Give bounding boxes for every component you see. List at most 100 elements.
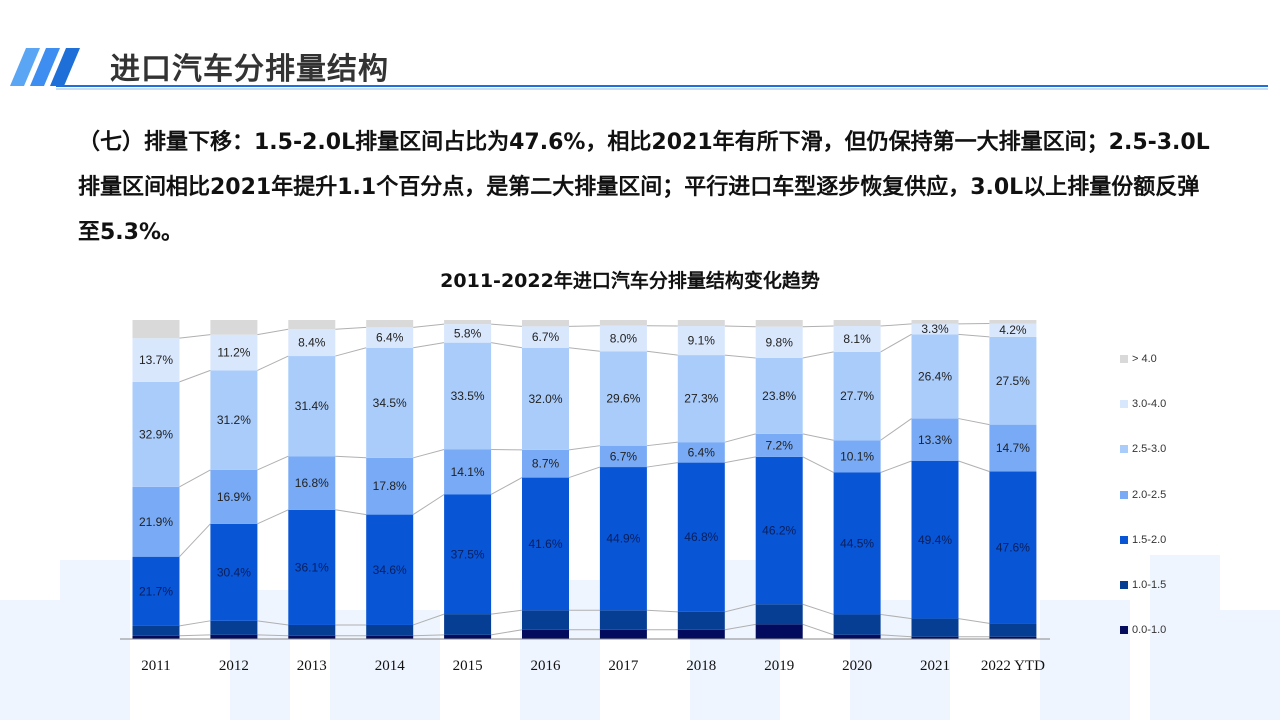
series-connector-line — [802, 456, 834, 473]
bar-segment-1_0-1_5-2018 — [677, 611, 725, 630]
data-label: 23.8% — [762, 389, 796, 403]
series-connector-line — [179, 469, 211, 488]
series-connector-line — [257, 355, 289, 371]
bar-segment-0_0-1_0-2015 — [444, 634, 492, 639]
series-connector-line — [802, 603, 834, 615]
bar-segment-1_0-1_5-2017 — [599, 610, 647, 630]
data-label: 36.1% — [295, 560, 329, 574]
stripes-logo-icon — [10, 48, 80, 86]
bar-segment-2_5-3_0-2018 — [677, 355, 725, 443]
series-connector-line — [179, 369, 211, 383]
series-connector-line — [958, 460, 990, 472]
data-label: 33.5% — [451, 389, 485, 403]
bar-segment-2_0-2_5-2017 — [599, 445, 647, 468]
series-connector-line — [568, 466, 601, 479]
legend-swatch — [1120, 490, 1128, 499]
x-tick-label: 2021 — [920, 658, 950, 674]
legend-swatch — [1120, 581, 1128, 590]
bar-segment-3_0-4_0-2018 — [677, 326, 725, 356]
bar-segment-2_5-3_0-2022-YTD — [989, 336, 1037, 425]
legend-label: 1.0-1.5 — [1132, 579, 1167, 592]
bar-segment-1_5-2_0-2011 — [132, 556, 180, 626]
data-label: 6.4% — [688, 445, 716, 459]
data-label: 32.9% — [139, 427, 173, 441]
summary-paragraph: （七）排量下移：1.5-2.0L排量区间占比为47.6%，相比2021年有所下滑… — [78, 130, 1210, 245]
series-connector-line — [646, 350, 678, 356]
series-connector-line — [958, 618, 990, 624]
bar-segment-0_0-1_0-2011 — [132, 635, 180, 639]
series-connector-line — [179, 634, 211, 637]
data-label: 46.8% — [684, 530, 718, 544]
bar-segment-2_0-2_5-2019 — [755, 433, 803, 457]
bar-segment-2_0-2_5-2011 — [132, 486, 180, 557]
series-connector-line — [568, 347, 600, 352]
bar-segment-0_0-1_0-2021 — [911, 636, 959, 639]
series-connector-line — [179, 334, 211, 339]
x-tick-label: 2011 — [141, 658, 170, 674]
bar-segment-2_5-3_0-2014 — [366, 347, 414, 458]
chart-legend: > 4.0 3.0-4.0 2.5-3.0 2.0-2.5 1.5-2.0 1.0-1.5… — [1120, 336, 1166, 653]
data-label: 8.4% — [298, 336, 326, 350]
series-connector-line — [413, 449, 445, 459]
bar-segment-2_0-2_5-2016 — [522, 449, 569, 478]
bar-segment-4_0-2015 — [444, 320, 492, 325]
series-connector-line — [412, 494, 445, 516]
x-tick-label: 2015 — [453, 658, 483, 674]
legend-label: 2.0-2.5 — [1132, 488, 1167, 501]
bar-segment-2_5-3_0-2013 — [288, 356, 336, 457]
bar-segment-0_0-1_0-2022-YTD — [989, 636, 1037, 639]
bar-segment-1_5-2_0-2022-YTD — [989, 471, 1037, 624]
data-label: 5.8% — [454, 326, 482, 340]
bar-segment-1_0-1_5-2012 — [210, 620, 258, 635]
bar-segment-4_0-2012 — [210, 320, 258, 335]
series-connector-line — [257, 620, 289, 626]
bar-segment-1_0-1_5-2014 — [366, 624, 414, 636]
bar-segment-2_5-3_0-2021 — [911, 334, 959, 419]
data-label: 8.1% — [843, 332, 871, 346]
series-connector-line — [880, 333, 912, 353]
series-connector-line — [802, 623, 834, 636]
bar-segment-1_5-2_0-2019 — [755, 456, 803, 605]
bar-segment-3_0-4_0-2012 — [210, 334, 258, 371]
data-label: 6.7% — [532, 330, 560, 344]
x-tick-label: 2018 — [686, 658, 716, 674]
bar-segment-2_0-2_5-2020 — [833, 440, 881, 473]
legend-swatch — [1120, 535, 1128, 544]
data-label: 44.5% — [840, 536, 874, 550]
data-label: 37.5% — [451, 547, 485, 561]
data-label: 26.4% — [918, 369, 952, 383]
bar-segment-1_0-1_5-2013 — [288, 624, 336, 636]
bar-segment-0_0-1_0-2016 — [522, 629, 569, 639]
series-connector-line — [491, 342, 523, 349]
bar-segment-3_0-4_0-2019 — [755, 326, 803, 358]
data-label: 6.4% — [376, 331, 404, 345]
series-connector-line — [257, 328, 289, 336]
series-connector-line — [724, 433, 756, 443]
legend-swatch — [1120, 445, 1128, 454]
data-label: 13.3% — [918, 433, 952, 447]
chart-title: 2011-2022年进口汽车分排量结构变化趋势 — [440, 270, 820, 292]
series-connector-line — [413, 342, 445, 349]
x-tick-label: 2019 — [764, 658, 794, 674]
bar-segment-2_5-3_0-2012 — [210, 370, 258, 470]
bar-segment-3_0-4_0-2017 — [599, 325, 647, 352]
series-connector-line — [646, 441, 678, 447]
bar-segment-3_0-4_0-2016 — [522, 326, 569, 348]
series-connector-line — [335, 347, 367, 357]
series-connector-line — [257, 509, 289, 525]
bar-segment-0_0-1_0-2014 — [366, 635, 414, 639]
series-connector-line — [880, 613, 912, 620]
bar-segment-0_0-1_0-2012 — [210, 634, 258, 639]
data-label: 21.9% — [139, 515, 173, 529]
bar-segment-0_0-1_0-2018 — [677, 629, 725, 639]
data-label: 14.7% — [996, 441, 1030, 455]
bar-segment-3_0-4_0-2013 — [288, 329, 336, 357]
bar-segment-1_5-2_0-2020 — [833, 472, 881, 615]
bar-segment-1_0-1_5-2016 — [522, 610, 569, 630]
series-connector-line — [724, 603, 756, 613]
series-connector-line — [335, 455, 367, 459]
bar-segment-1_5-2_0-2014 — [366, 514, 414, 625]
data-label: 8.0% — [610, 332, 638, 346]
bar-segment-1_5-2_0-2012 — [210, 523, 258, 621]
series-connector-line — [257, 634, 289, 637]
